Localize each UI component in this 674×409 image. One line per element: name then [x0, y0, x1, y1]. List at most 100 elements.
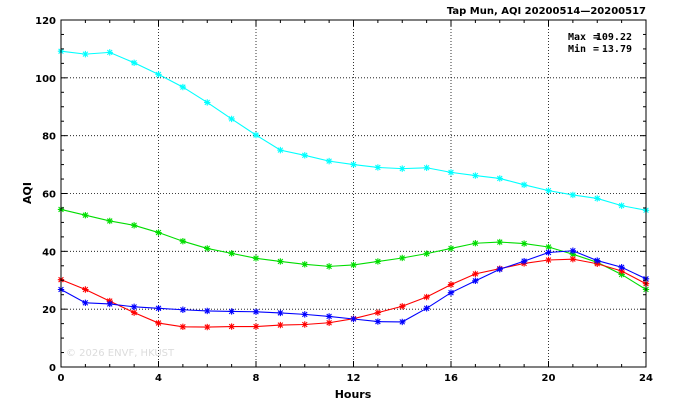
data-point	[594, 195, 601, 202]
chart-title: Tap Mun, AQI 20200514—20200517	[447, 6, 646, 17]
x-tick-label: 8	[253, 373, 260, 384]
data-point	[447, 281, 455, 288]
data-point	[374, 309, 382, 316]
data-point	[179, 306, 187, 313]
y-axis-title: AQI	[21, 182, 34, 204]
data-point	[277, 146, 284, 154]
data-point	[399, 254, 406, 262]
x-tick-label: 16	[444, 373, 458, 384]
data-point	[252, 255, 260, 262]
stat-min-eq: =	[593, 44, 599, 55]
data-point	[252, 131, 260, 139]
data-point	[106, 217, 113, 225]
data-point	[374, 258, 382, 265]
data-point	[106, 49, 113, 56]
data-point	[277, 258, 284, 265]
data-point	[374, 164, 382, 171]
x-axis-title: Hours	[335, 388, 372, 401]
y-tick-label: 0	[49, 363, 56, 374]
x-tick-label: 0	[58, 373, 65, 384]
data-point	[569, 251, 577, 258]
data-point	[545, 249, 552, 256]
data-point	[204, 323, 211, 331]
data-point	[399, 165, 406, 172]
grid-lines	[61, 20, 646, 367]
data-point	[301, 152, 308, 159]
data-point	[472, 172, 479, 179]
series-layer	[57, 48, 650, 331]
data-point	[130, 303, 138, 311]
data-point	[179, 83, 187, 91]
data-point	[252, 308, 260, 315]
data-point	[350, 261, 357, 269]
data-point	[545, 243, 552, 251]
data-point	[301, 261, 308, 268]
data-point	[618, 264, 625, 271]
x-tick-label: 4	[155, 373, 162, 384]
data-point	[82, 286, 89, 293]
data-point	[252, 323, 260, 330]
data-point	[447, 245, 455, 252]
data-point	[472, 277, 479, 285]
stats-box: Max = 109.22 Min = 13.79	[568, 32, 632, 55]
data-point	[594, 257, 601, 264]
data-point	[350, 315, 357, 323]
data-point	[106, 300, 113, 308]
data-point	[423, 293, 430, 301]
data-point	[569, 255, 577, 263]
data-point	[277, 309, 284, 317]
data-point	[569, 247, 577, 254]
data-point	[496, 175, 503, 182]
data-point	[472, 270, 479, 278]
data-point	[228, 308, 235, 315]
data-point	[569, 191, 577, 199]
stat-max-eq: =	[593, 32, 599, 43]
data-point	[447, 169, 455, 176]
data-point	[277, 321, 284, 329]
data-point	[204, 245, 211, 252]
y-tick-label: 40	[42, 247, 56, 258]
data-point	[423, 305, 430, 312]
data-point	[520, 257, 528, 265]
data-point	[228, 250, 235, 257]
data-point	[618, 202, 625, 209]
data-point	[472, 240, 479, 247]
data-point	[130, 309, 138, 316]
data-point	[618, 271, 625, 278]
data-point	[155, 71, 162, 78]
data-point	[82, 299, 89, 307]
data-point	[130, 222, 138, 229]
data-point	[82, 50, 89, 58]
data-point	[423, 250, 430, 257]
data-point	[179, 238, 187, 245]
data-point	[618, 267, 625, 275]
y-tick-label: 20	[42, 305, 56, 316]
y-tick-label: 60	[42, 190, 56, 201]
data-point	[301, 311, 308, 318]
data-point	[130, 59, 138, 66]
data-point	[496, 238, 503, 246]
data-point	[374, 318, 382, 325]
data-point	[325, 313, 333, 320]
data-point	[496, 266, 503, 273]
data-point	[325, 263, 333, 270]
y-tick-label: 120	[35, 16, 56, 27]
data-point	[228, 323, 235, 330]
data-point	[204, 307, 211, 315]
stat-max-label: Max	[568, 32, 586, 43]
axis-ticks	[60, 19, 647, 368]
data-point	[301, 321, 308, 328]
x-tick-label: 24	[639, 373, 653, 384]
data-point	[82, 211, 89, 219]
watermark-text: © 2026 ENVF, HKUST	[66, 348, 175, 359]
data-point	[204, 99, 211, 106]
stat-min-value: 13.79	[602, 44, 632, 55]
x-tick-label: 20	[542, 373, 556, 384]
data-point	[325, 157, 333, 165]
data-point	[179, 323, 187, 331]
data-point	[228, 115, 235, 123]
data-point	[325, 319, 333, 326]
data-point	[520, 240, 528, 247]
